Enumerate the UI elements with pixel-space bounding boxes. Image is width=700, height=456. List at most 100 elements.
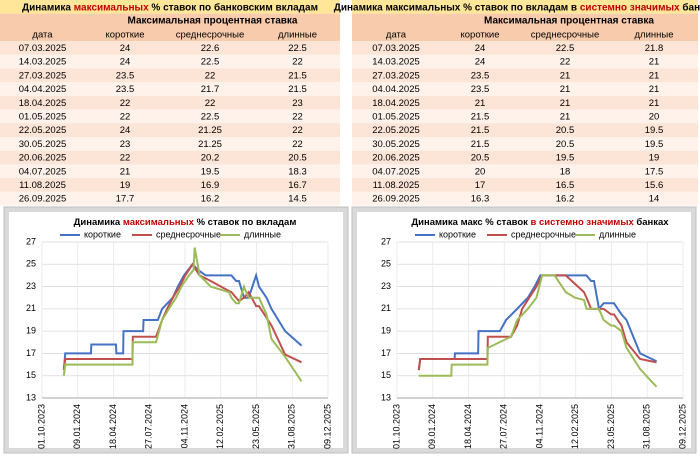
table-row bbox=[0, 54, 340, 69]
y-tick-label: 19 bbox=[26, 326, 36, 336]
table-cell: 23.5 bbox=[116, 70, 135, 81]
x-tick-label: 31.08.2025 bbox=[287, 404, 297, 449]
title-part: в системно значимых bbox=[531, 217, 635, 228]
title-part: Динамика bbox=[22, 2, 74, 13]
table-cell: 20.06.2025 bbox=[19, 153, 67, 164]
table-row bbox=[0, 150, 340, 165]
table-cell: 20 bbox=[475, 166, 486, 177]
table-cell: 20.5 bbox=[556, 139, 575, 150]
table-cell: 04.07.2025 bbox=[19, 166, 67, 177]
x-tick-label: 12.02.2025 bbox=[215, 404, 225, 449]
table-cell: 04.04.2025 bbox=[19, 84, 67, 95]
table-cell: 22.5 bbox=[556, 43, 575, 54]
table-cell: 21.5 bbox=[471, 125, 490, 136]
table-cell: 14.03.2025 bbox=[372, 57, 420, 68]
legend-label: короткие bbox=[84, 229, 121, 239]
y-tick-label: 13 bbox=[26, 392, 36, 402]
chart-area bbox=[9, 212, 343, 448]
table-cell: 21.5 bbox=[288, 84, 307, 95]
y-tick-label: 17 bbox=[26, 348, 36, 358]
column-header: длинные bbox=[635, 29, 674, 40]
table-cell: 21 bbox=[649, 98, 660, 109]
table-cell: 26.09.2025 bbox=[372, 194, 420, 205]
y-tick-label: 15 bbox=[381, 370, 391, 380]
table-row bbox=[0, 123, 340, 137]
table-cell: 16.2 bbox=[201, 194, 220, 205]
header-bar bbox=[0, 13, 340, 42]
x-tick-label: 27.07.2024 bbox=[499, 404, 509, 449]
table-cell: 19 bbox=[649, 153, 660, 164]
table-cell: 22 bbox=[120, 98, 131, 109]
table-cell: 17 bbox=[475, 180, 486, 191]
table-row bbox=[352, 137, 698, 151]
table-cell: 22 bbox=[120, 111, 131, 122]
legend-label: короткие bbox=[439, 229, 476, 239]
table-row bbox=[352, 150, 698, 165]
table-cell: 07.03.2025 bbox=[372, 43, 420, 54]
table-cell: 21.25 bbox=[198, 139, 222, 150]
table-cell: 23.5 bbox=[116, 84, 135, 95]
table-row bbox=[0, 191, 340, 206]
table-header: Максимальная процентная ставка bbox=[484, 16, 654, 27]
title-part: максимальных bbox=[123, 217, 195, 228]
column-header: среднесрочные bbox=[176, 29, 245, 40]
table-cell: 20.06.2025 bbox=[372, 153, 420, 164]
table-row bbox=[0, 109, 340, 124]
table-cell: 19.5 bbox=[201, 166, 220, 177]
header-bar bbox=[352, 13, 698, 42]
legend-label: длинные bbox=[599, 229, 636, 239]
y-tick-label: 23 bbox=[381, 281, 391, 291]
x-tick-label: 18.04.2024 bbox=[108, 404, 118, 449]
table-row bbox=[352, 68, 698, 83]
table-row bbox=[352, 41, 698, 55]
table-row bbox=[352, 54, 698, 69]
x-tick-label: 23.05.2025 bbox=[606, 404, 616, 449]
table-cell: 01.05.2025 bbox=[372, 111, 420, 122]
table-row bbox=[352, 82, 698, 96]
table-cell: 21 bbox=[649, 70, 660, 81]
x-tick-label: 04.11.2024 bbox=[179, 404, 189, 448]
table-cell: 18 bbox=[560, 166, 571, 177]
table-cell: 04.07.2025 bbox=[372, 166, 420, 177]
table-row bbox=[352, 109, 698, 124]
column-header: дата bbox=[32, 29, 53, 40]
column-header: короткие bbox=[105, 29, 144, 40]
table-cell: 22.05.2025 bbox=[372, 125, 420, 136]
y-tick-label: 27 bbox=[381, 236, 391, 246]
y-tick-label: 23 bbox=[26, 281, 36, 291]
series-line bbox=[418, 274, 658, 388]
table-cell: 16.7 bbox=[288, 180, 307, 191]
table-cell: 24 bbox=[475, 43, 486, 54]
table-cell: 19 bbox=[120, 180, 131, 191]
table-cell: 18.04.2025 bbox=[372, 98, 420, 109]
x-tick-label: 23.05.2025 bbox=[251, 404, 261, 449]
table-cell: 07.03.2025 bbox=[19, 43, 67, 54]
y-tick-label: 21 bbox=[26, 303, 36, 313]
series-line bbox=[417, 274, 657, 371]
table-row bbox=[0, 82, 340, 96]
title: Динамика максимальных % ставок по вклада… bbox=[74, 217, 297, 228]
table-cell: 20.5 bbox=[471, 153, 490, 164]
table-cell: 15.6 bbox=[645, 180, 664, 191]
table-cell: 19.5 bbox=[645, 125, 664, 136]
title-part: Динамика bbox=[74, 217, 123, 228]
table-cell: 17.7 bbox=[116, 194, 135, 205]
table-cell: 21.8 bbox=[645, 43, 664, 54]
table-cell: 21 bbox=[649, 84, 660, 95]
table-row bbox=[0, 178, 340, 192]
table-cell: 22 bbox=[205, 70, 216, 81]
title-part: системно значимых bbox=[580, 2, 680, 13]
table-row bbox=[352, 178, 698, 192]
title-part: банках bbox=[634, 217, 670, 228]
x-tick-label: 09.12.2025 bbox=[322, 404, 332, 449]
title-part: % ставок по вкладам bbox=[194, 217, 296, 228]
x-tick-label: 09.01.2024 bbox=[427, 404, 437, 449]
column-header: короткие bbox=[460, 29, 499, 40]
table-cell: 11.08.2025 bbox=[19, 180, 66, 191]
table-row bbox=[352, 164, 698, 179]
table-cell: 22.05.2025 bbox=[19, 125, 67, 136]
table-cell: 30.05.2025 bbox=[19, 139, 67, 150]
x-tick-label: 09.12.2025 bbox=[677, 404, 687, 449]
table-cell: 16.2 bbox=[556, 194, 575, 205]
y-tick-label: 21 bbox=[381, 303, 391, 313]
